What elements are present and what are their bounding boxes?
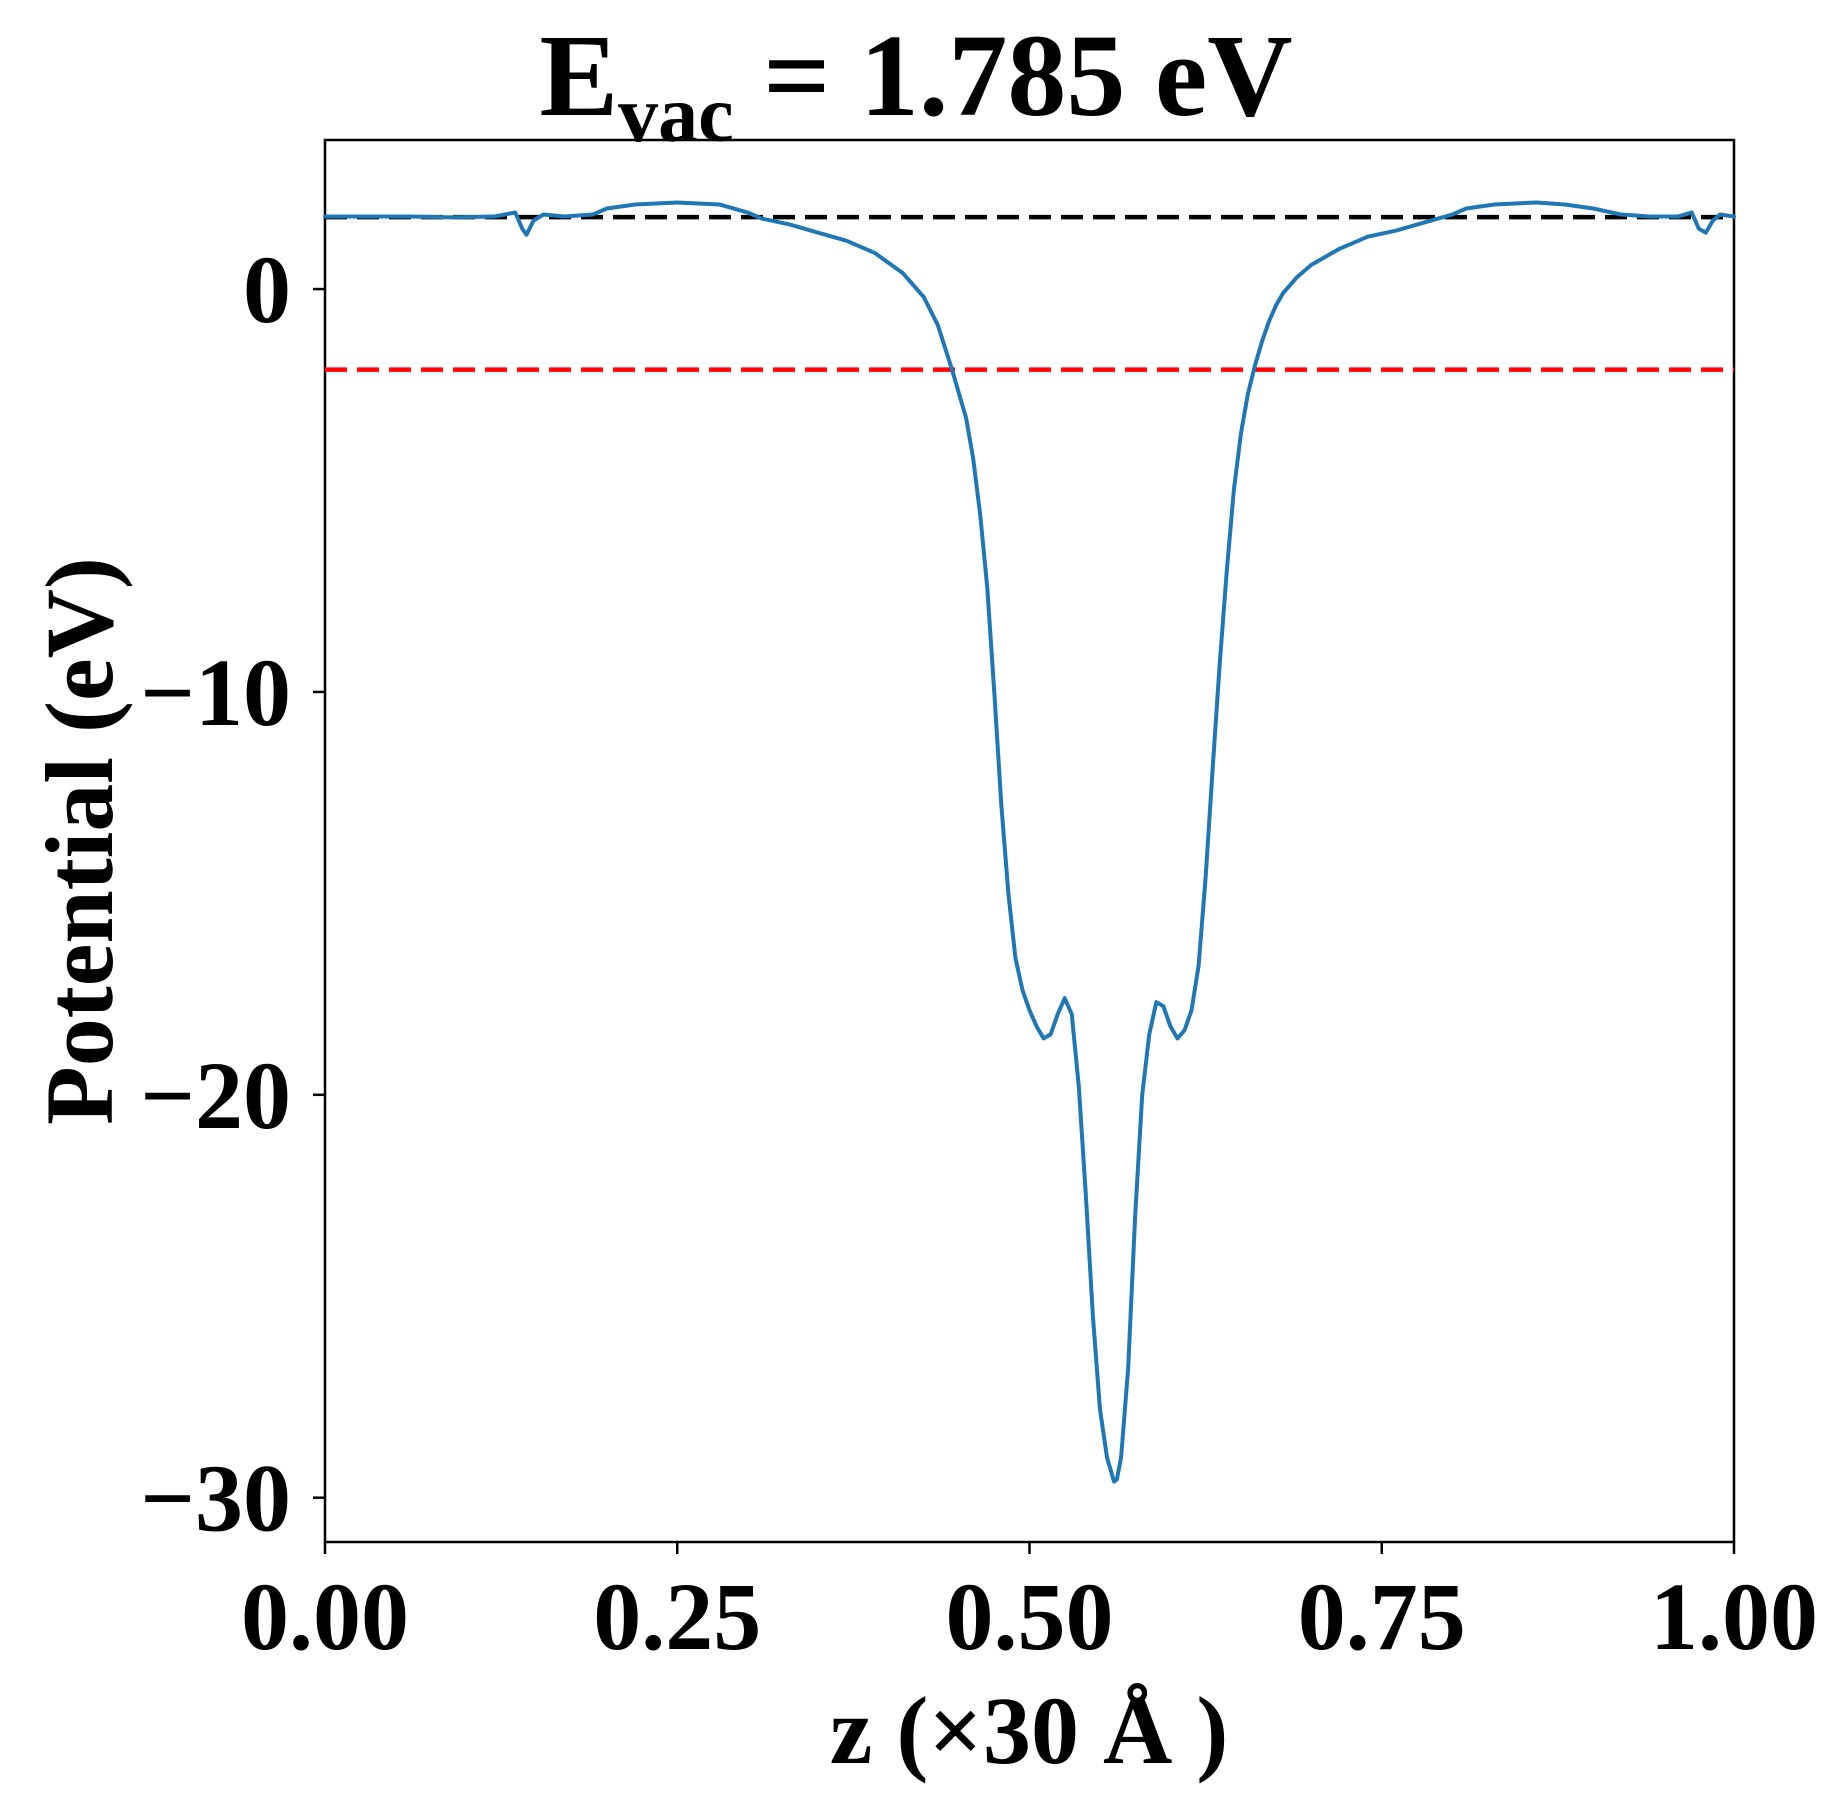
- y-tick-label: −30: [140, 1445, 291, 1552]
- x-tick-label: 0.50: [946, 1563, 1114, 1670]
- reference-lines: [325, 214, 1734, 372]
- y-axis-label: Potential (eV): [26, 557, 133, 1125]
- x-tick-label: 1.00: [1650, 1563, 1818, 1670]
- plot-frame: [323, 138, 1736, 1544]
- chart-title: Evac = 1.785 eV: [539, 10, 1292, 159]
- chart-title-rest: = 1.785 eV: [734, 10, 1293, 141]
- x-axis-label: z (×30 Å ): [830, 1677, 1229, 1784]
- series-line-0: [323, 200, 1736, 1484]
- y-tick-label: −20: [140, 1042, 291, 1149]
- data-layer: [323, 200, 1736, 1484]
- x-axis-ticks: 0.00 0.25 0.50 0.75 1.00: [241, 1542, 1818, 1670]
- x-tick-label: 0.75: [1298, 1563, 1466, 1670]
- chart-title-subscript: vac: [618, 71, 734, 159]
- chart-title-main: E: [539, 10, 618, 141]
- x-tick-label: 0.25: [593, 1563, 761, 1670]
- y-axis-ticks: 0 −10 −20 −30: [140, 236, 325, 1552]
- y-tick-label: 0: [243, 236, 291, 343]
- y-tick-label: −10: [140, 639, 291, 746]
- x-tick-label: 0.00: [241, 1563, 409, 1670]
